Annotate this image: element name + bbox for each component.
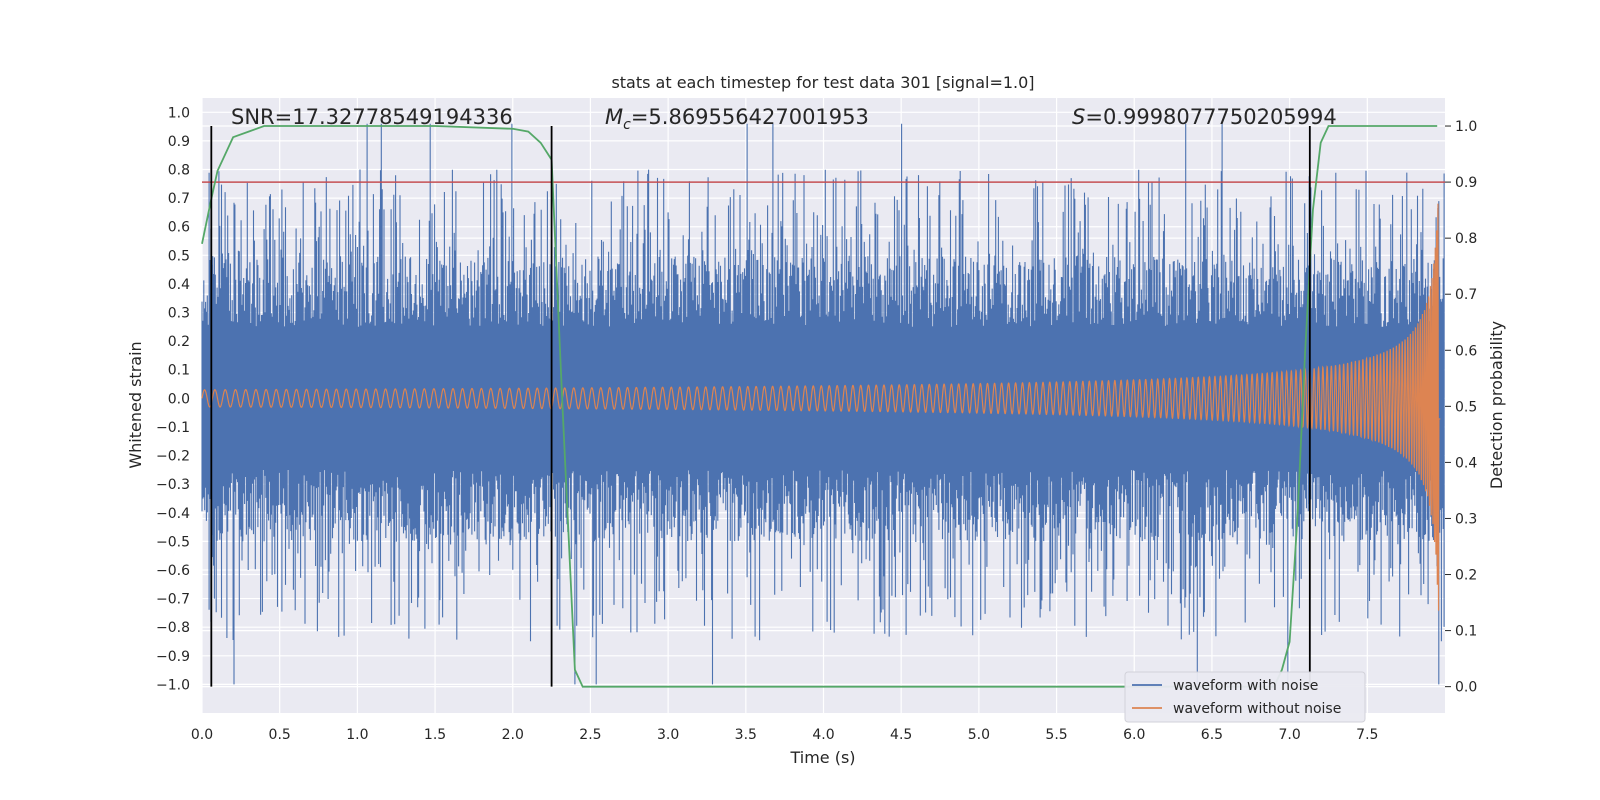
x-axis-label: Time (s) bbox=[789, 748, 855, 767]
x-tick-label: 7.0 bbox=[1278, 727, 1300, 743]
y-tick-label: −0.3 bbox=[156, 477, 190, 493]
legend: waveform with noise waveform without noi… bbox=[1124, 671, 1366, 723]
series-detection-probability bbox=[201, 125, 1438, 688]
x-tick-label: 5.0 bbox=[968, 727, 990, 743]
series-clean-waveform bbox=[201, 203, 1441, 611]
y-tick-label: −0.8 bbox=[156, 620, 190, 636]
y2-axis-label: Detection probability bbox=[1487, 321, 1506, 489]
y-tick-label: 0.9 bbox=[168, 134, 190, 150]
y2-tick-label: 0.4 bbox=[1455, 455, 1477, 471]
y-axis-label: Whitened strain bbox=[126, 341, 145, 468]
score-annotation: S=0.9998077750205994 bbox=[1072, 105, 1337, 129]
x-tick-label: 4.5 bbox=[890, 727, 912, 743]
y2-tick-label: 0.9 bbox=[1455, 175, 1477, 191]
y-tick-label: 1.0 bbox=[168, 105, 190, 121]
y-tick-label: 0.3 bbox=[168, 306, 190, 322]
y-tick-label: −0.6 bbox=[156, 563, 190, 579]
x-tick-label: 3.0 bbox=[657, 727, 679, 743]
y-tick-label: 0.6 bbox=[168, 220, 190, 236]
legend-box bbox=[1124, 671, 1366, 723]
chart-title: stats at each timestep for test data 301… bbox=[611, 73, 1034, 92]
x-tick-label: 6.0 bbox=[1123, 727, 1145, 743]
y-tick-label: −1.0 bbox=[156, 677, 190, 693]
y2-tick-label: 0.6 bbox=[1455, 343, 1477, 359]
x-tick-label: 4.0 bbox=[812, 727, 834, 743]
y-tick-label: 0.7 bbox=[168, 191, 190, 207]
x-tick-label: 5.5 bbox=[1045, 727, 1067, 743]
x-tick-label: 6.5 bbox=[1201, 727, 1223, 743]
y-tick-label: 0.0 bbox=[168, 391, 190, 407]
y2-tick-label: 0.5 bbox=[1455, 399, 1477, 415]
y-tick-label: 0.4 bbox=[168, 277, 190, 293]
y-tick-label: −0.4 bbox=[156, 506, 190, 522]
x-tick-label: 3.5 bbox=[735, 727, 757, 743]
chirp-mass-annotation: Mc=5.869556427001953 bbox=[605, 105, 869, 133]
y2-tick-label: 0.3 bbox=[1455, 511, 1477, 527]
x-tick-label: 2.0 bbox=[502, 727, 524, 743]
x-tick-label: 2.5 bbox=[579, 727, 601, 743]
y-tick-label: 0.2 bbox=[168, 334, 190, 350]
y2-tick-label: 0.2 bbox=[1455, 568, 1477, 584]
y2-tick-label: 0.1 bbox=[1455, 624, 1477, 640]
y-tick-label: −0.9 bbox=[156, 649, 190, 665]
y2-tick-label: 1.0 bbox=[1455, 119, 1477, 135]
data-layer bbox=[201, 123, 1445, 688]
x-tick-label: 0.0 bbox=[191, 727, 213, 743]
x-tick-label: 0.5 bbox=[269, 727, 291, 743]
y-tick-label: 0.5 bbox=[168, 248, 190, 264]
y2-tick-label: 0.7 bbox=[1455, 287, 1477, 303]
y-tick-label: 0.8 bbox=[168, 163, 190, 179]
legend-label-noise: waveform with noise bbox=[1173, 678, 1318, 694]
x-tick-label: 1.5 bbox=[424, 727, 446, 743]
y2-tick-label: 0.0 bbox=[1455, 680, 1477, 696]
snr-annotation: SNR=17.32778549194336 bbox=[231, 105, 513, 129]
y2-tick-label: 0.8 bbox=[1455, 231, 1477, 247]
y-tick-label: −0.1 bbox=[156, 420, 190, 436]
y-tick-label: −0.7 bbox=[156, 592, 190, 608]
x-tick-label: 1.0 bbox=[346, 727, 368, 743]
y-tick-label: 0.1 bbox=[168, 363, 190, 379]
x-tick-label: 7.5 bbox=[1356, 727, 1378, 743]
y-tick-label: −0.2 bbox=[156, 449, 190, 465]
y-tick-label: −0.5 bbox=[156, 534, 190, 550]
ticks: 0.0 0.5 1.0 1.5 2.0 2.5 3.0 3.5 4.0 4.5 5.0 5.5 6.0 6… bbox=[156, 105, 1477, 743]
legend-label-clean: waveform without noise bbox=[1173, 701, 1341, 717]
